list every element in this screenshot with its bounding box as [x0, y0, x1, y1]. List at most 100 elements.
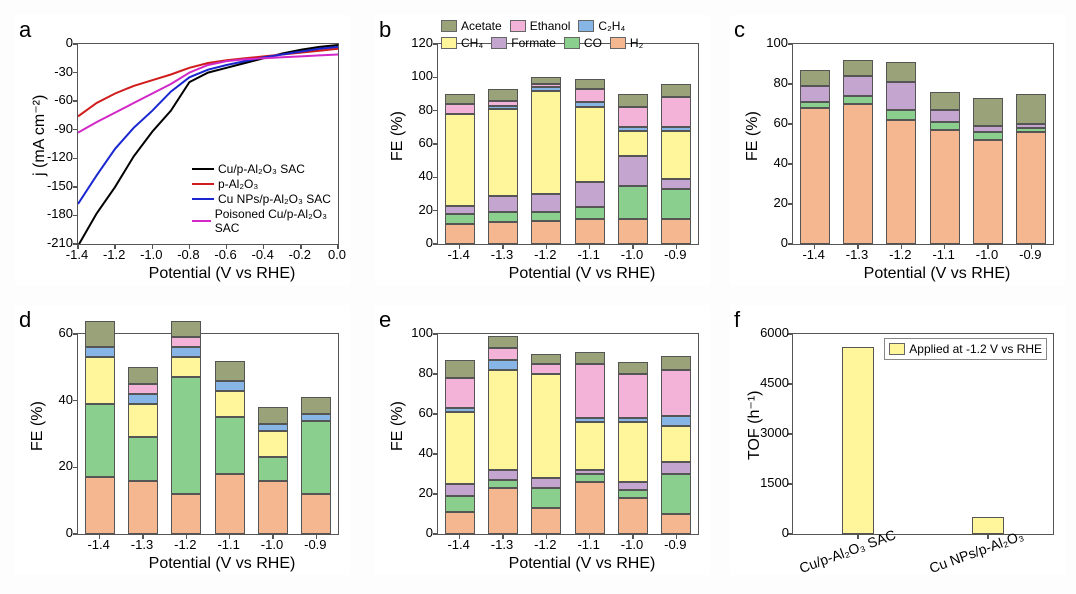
- panel-label: c: [734, 17, 745, 43]
- bar-seg-H2: [531, 508, 561, 534]
- bar-seg-CO: [531, 488, 561, 508]
- bar-seg-Acetate: [575, 79, 605, 89]
- legend-swatch: [441, 20, 457, 32]
- legend-text: C₂H₄: [598, 19, 625, 33]
- legend-text: Cu/p-Al₂O₃ SAC: [218, 162, 305, 176]
- bar-seg-CO: [215, 417, 245, 474]
- legend-text: p-Al₂O₃: [218, 177, 258, 191]
- bar-seg-H2: [973, 140, 1003, 244]
- bar-seg-Acetate: [488, 336, 518, 348]
- bar-seg-Formate: [886, 82, 916, 110]
- bar-seg-H2: [258, 481, 288, 534]
- panel-f: fTOF (h⁻¹)Applied at -1.2 V vs RHE015003…: [730, 305, 1065, 575]
- bar-seg-CO: [843, 96, 873, 104]
- legend-swatch: [491, 37, 507, 49]
- bar-seg-Ethanol: [661, 370, 691, 416]
- bar-seg-H2: [661, 514, 691, 534]
- legend-swatch: [564, 37, 580, 49]
- bar-seg-Formate: [800, 86, 830, 102]
- bar-seg-CH4: [661, 131, 691, 179]
- bar-seg-CO: [445, 496, 475, 512]
- bar-seg-CH4: [488, 370, 518, 470]
- bar-seg-C2H4: [618, 127, 648, 130]
- bar-seg-C2H4: [445, 408, 475, 412]
- bar-seg-CH4: [531, 91, 561, 194]
- bar-seg-CO: [886, 110, 916, 120]
- bar-seg-Formate: [1016, 124, 1046, 128]
- legend-swatch: [510, 20, 526, 32]
- plot-area: [77, 333, 339, 535]
- bar-seg-Acetate: [618, 94, 648, 107]
- bar-seg-Ethanol: [488, 101, 518, 106]
- bar-seg-CO: [661, 189, 691, 219]
- bar-seg-Ethanol: [531, 84, 561, 87]
- legend-text: Acetate: [461, 19, 502, 33]
- bar-seg-Formate: [445, 484, 475, 496]
- legend-item: CH₄: [441, 36, 483, 50]
- bar-seg-Acetate: [930, 92, 960, 110]
- legend-item: C₂H₄: [578, 19, 625, 33]
- bar-seg-Ethanol: [575, 89, 605, 102]
- legend-item: Ethanol: [510, 19, 571, 33]
- bar-seg-Acetate: [886, 62, 916, 82]
- bar-seg-Formate: [575, 182, 605, 207]
- bar-seg-C2H4: [531, 87, 561, 90]
- bar-seg-Acetate: [1016, 94, 1046, 124]
- bar-seg-Acetate: [301, 397, 331, 414]
- legend-text: CH₄: [461, 36, 483, 50]
- bar-seg-Acetate: [973, 98, 1003, 126]
- bar-seg-Acetate: [575, 352, 605, 364]
- legend-item: H₂: [610, 36, 643, 50]
- bar-seg-H2: [85, 477, 115, 534]
- bar-seg-C2H4: [488, 360, 518, 370]
- bar-seg-Formate: [531, 478, 561, 488]
- bar-seg-Formate: [618, 156, 648, 186]
- legend-item: CO: [564, 36, 602, 50]
- bar-seg-H2: [531, 221, 561, 244]
- series-line: [78, 49, 338, 117]
- bar-seg-Formate: [843, 76, 873, 96]
- x-axis-label: Potential (V vs RHE): [132, 265, 312, 283]
- bar-seg-CO: [301, 421, 331, 494]
- bar-seg-C2H4: [575, 418, 605, 422]
- bar-seg-CH4: [575, 422, 605, 470]
- bar-seg-H2: [1016, 132, 1046, 244]
- bar-seg-Ethanol: [575, 364, 605, 418]
- bar-seg-H2: [171, 494, 201, 534]
- bar-seg-CO: [800, 102, 830, 108]
- panel-e: eFE (%)Potential (V vs RHE)020406080100-…: [375, 305, 710, 575]
- bar-seg-C2H4: [128, 394, 158, 404]
- bar-seg-CO: [1016, 128, 1046, 132]
- tof-bar: [842, 347, 875, 534]
- legend-swatch: [889, 343, 905, 355]
- bar-seg-CO: [618, 186, 648, 219]
- y-axis-label: FE (%): [29, 401, 47, 451]
- bar-seg-Formate: [618, 482, 648, 490]
- bar-seg-H2: [575, 482, 605, 534]
- bar-seg-H2: [843, 104, 873, 244]
- bar-seg-Acetate: [128, 367, 158, 384]
- bar-seg-Ethanol: [171, 337, 201, 347]
- plot-area: [792, 43, 1054, 245]
- bar-seg-Acetate: [531, 77, 561, 84]
- bar-seg-CO: [488, 480, 518, 488]
- bar-seg-H2: [445, 512, 475, 534]
- figure-root: aj (mA cm⁻²)Potential (V vs RHE)Cu/p-Al₂…: [0, 0, 1076, 594]
- bar-seg-C2H4: [215, 381, 245, 391]
- bar-seg-Acetate: [800, 70, 830, 86]
- legend-text: Applied at -1.2 V vs RHE: [909, 342, 1042, 356]
- legend-item: Cu/p-Al₂O₃ SAC: [192, 162, 334, 176]
- bar-seg-Acetate: [171, 321, 201, 338]
- bar-seg-Ethanol: [445, 378, 475, 408]
- legend-text: H₂: [630, 36, 643, 50]
- bar-seg-Formate: [930, 110, 960, 122]
- bar-seg-CH4: [575, 107, 605, 182]
- bar-seg-H2: [930, 130, 960, 244]
- panel-b: bFE (%)Potential (V vs RHE)0204060801001…: [375, 15, 710, 285]
- panel-label: b: [379, 17, 391, 43]
- bar-seg-H2: [618, 219, 648, 244]
- legend-text: CO: [584, 36, 602, 50]
- bar-seg-H2: [618, 498, 648, 534]
- legend-item: Poisoned Cu/p-Al₂O₃ SAC: [192, 207, 334, 235]
- bar-seg-Ethanol: [618, 374, 648, 418]
